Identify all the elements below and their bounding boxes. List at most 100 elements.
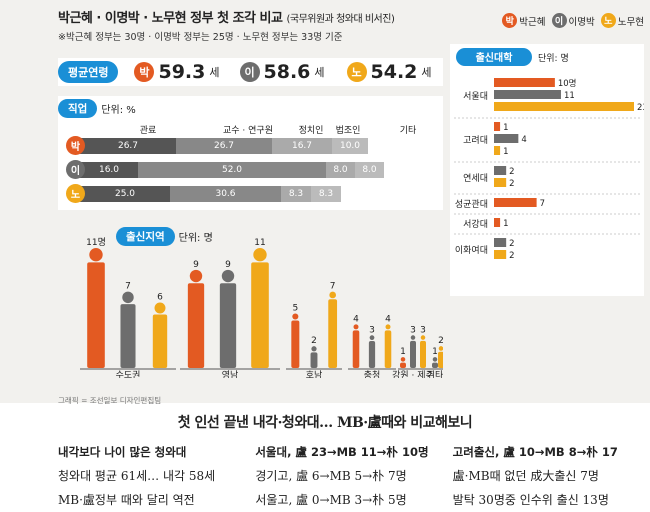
category-label: 정치인: [298, 126, 324, 136]
person-body-icon: [251, 262, 269, 368]
person-head-icon: [122, 291, 134, 304]
bar-value-label: 7: [540, 199, 545, 209]
region-name: 수도권: [116, 369, 141, 378]
person-body-icon: [219, 283, 237, 368]
occupation-categories: 관료 교수 · 연구원 정치인 법조인 기타: [58, 123, 443, 137]
park-mark-icon: 박: [134, 62, 155, 82]
bar-value-label: 4: [521, 135, 526, 145]
title-text: 박근혜 · 이명박 · 노무현 정부 첫 조각 비교: [58, 11, 283, 26]
bar-segment: 8.3: [311, 186, 341, 202]
summary-line: 서울고, 盧 0→MB 3→朴 5명: [255, 493, 407, 507]
infographic-title: 박근혜 · 이명박 · 노무현 정부 첫 조각 비교 (국무위원과 청와대 비서…: [58, 7, 395, 26]
age-unit: 세: [209, 66, 220, 79]
occupation-header: 직업 단위: %: [58, 99, 136, 118]
person-head-icon: [400, 357, 406, 362]
bar-value-label: 1: [503, 219, 508, 229]
summary-column: 서울대, 盧 23→MB 11→朴 10명 경기고, 盧 6→MB 5→朴 7명…: [255, 440, 452, 512]
person-head-icon: [292, 313, 299, 320]
occupation-section: 직업 단위: % 관료 교수 · 연구원 정치인 법조인 기타 박 26.7 2…: [58, 96, 443, 210]
lee-mark-icon: 이: [551, 13, 567, 28]
university-bar: [494, 166, 507, 175]
bar-value-label: 2: [509, 179, 514, 189]
person-body-icon: [187, 283, 205, 368]
region-name: 기타: [427, 370, 443, 378]
value-label: 1: [400, 347, 406, 357]
bar-segment: 16.7: [272, 138, 332, 154]
bar-segment: [384, 162, 443, 178]
bar-value-label: 10명: [558, 78, 577, 89]
university-label: 출신대학: [476, 51, 514, 64]
person-body-icon: [410, 340, 416, 368]
person-head-icon: [432, 357, 438, 362]
region-name: 강원 · 제주: [392, 370, 434, 378]
age-lee: 이 58.6 세: [239, 61, 325, 83]
bar-segment: 52.0: [138, 162, 326, 178]
category-label: 교수 · 연구원: [223, 126, 273, 136]
occupation-unit: 단위: %: [101, 105, 136, 116]
article-headline: 첫 인선 끝낸 내각·청와대… MB·盧때와 비교해보니: [177, 415, 473, 431]
summary-column: 고려출신, 盧 10→MB 8→朴 17 盧·MB때 없던 成大출신 7명 발탁…: [453, 440, 650, 512]
graphic-credit: 그래픽 = 조선일보 디자인편집팀: [58, 396, 162, 405]
value-label: 1: [432, 347, 438, 357]
occupation-row-park: 박 26.7 26.7 16.7 10.0: [66, 136, 443, 155]
park-mark-icon: 박: [66, 136, 85, 155]
header-note: ※박근혜 정부는 30명 · 이명박 정부는 25명 · 노무현 정부는 33명…: [58, 32, 343, 43]
value-label: 7: [330, 282, 336, 292]
bar-value-label: 1: [503, 123, 508, 133]
university-label-pill: [456, 48, 532, 66]
category-label: 관료: [139, 126, 157, 136]
bar-value-label: 1: [503, 147, 508, 157]
university-bar: [494, 218, 501, 227]
person-body-icon: [152, 314, 168, 368]
person-head-icon: [438, 346, 444, 351]
region-label: 출신지역: [116, 227, 175, 246]
university-bar: [494, 178, 507, 187]
value-label: 9: [225, 260, 231, 270]
occupation-row-lee: 이 16.0 52.0 8.0 8.0: [66, 160, 443, 179]
bar-segment: 8.3: [281, 186, 311, 202]
summary-line: 고려출신, 盧 10→MB 8→朴 17: [452, 445, 618, 459]
bar-value-label: 23: [637, 103, 644, 113]
bar-value-label: 11: [564, 91, 575, 101]
bar-segment: 10.0: [332, 138, 368, 154]
legend-roh: 노 노무현: [600, 13, 644, 28]
person-head-icon: [253, 248, 267, 262]
summary-column: 내각보다 나이 많은 청와대 청와대 평균 61세… 내각 58세 MB·盧정부…: [58, 440, 255, 512]
summary-line: 서울대, 盧 23→MB 11→朴 10명: [255, 445, 429, 459]
person-body-icon: [120, 304, 136, 368]
university-name: 성균관대: [455, 199, 488, 210]
value-label: 11명: [86, 237, 106, 248]
university-bar: [494, 250, 507, 259]
person-head-icon: [369, 335, 375, 341]
occupation-label: 직업: [58, 99, 98, 118]
summary-line: 경기고, 盧 6→MB 5→朴 7명: [255, 469, 407, 483]
person-body-icon: [291, 320, 300, 368]
bar-segment: 8.0: [326, 162, 355, 178]
occupation-row-roh: 노 25.0 30.6 8.3 8.3: [66, 184, 443, 203]
bar-value-label: 2: [509, 167, 514, 177]
infographic: 박근혜 · 이명박 · 노무현 정부 첫 조각 비교 (국무위원과 청와대 비서…: [0, 0, 650, 405]
person-body-icon: [368, 341, 376, 368]
person-body-icon: [438, 351, 444, 368]
university-bar: [494, 146, 501, 155]
bar-segment: 26.7: [176, 138, 272, 154]
university-name: 고려대: [463, 135, 488, 146]
age-value: 54.2: [370, 61, 418, 83]
person-body-icon: [384, 330, 392, 368]
region-name: 영남: [222, 370, 239, 378]
region-unit: 단위: 명: [178, 233, 213, 244]
university-name: 연세대: [463, 173, 488, 184]
person-head-icon: [189, 269, 203, 283]
summary-line: 내각보다 나이 많은 청와대: [58, 445, 187, 459]
summary-line: 盧·MB때 없던 成大출신 7명: [452, 469, 599, 483]
person-body-icon: [400, 362, 406, 368]
university-bar: [494, 90, 561, 99]
title-note: (국무위원과 청와대 비서진): [286, 14, 395, 25]
university-bar: [494, 122, 501, 131]
person-body-icon: [310, 352, 318, 368]
person-head-icon: [154, 302, 166, 314]
region-name: 충청: [364, 370, 381, 378]
